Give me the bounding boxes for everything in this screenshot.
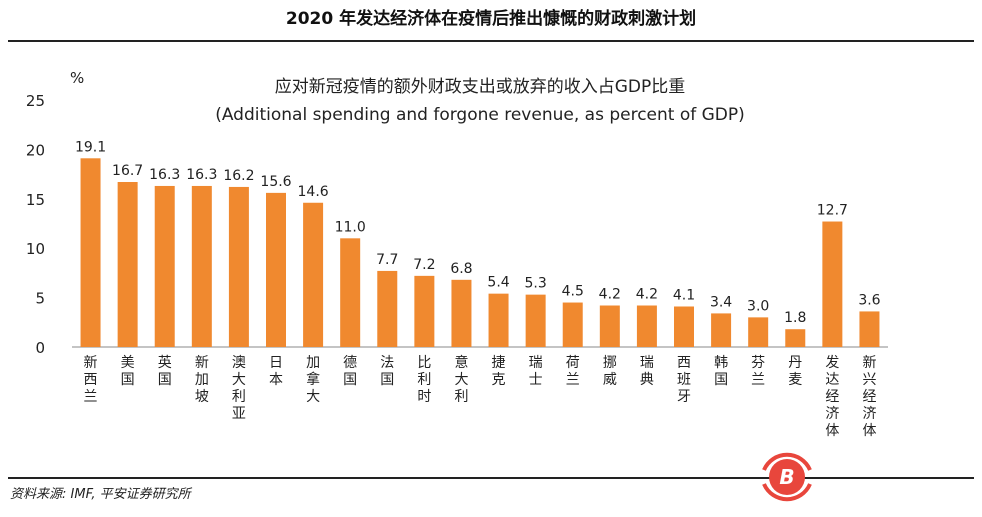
data-label: 16.7 [112, 163, 143, 179]
category-label: 加拿大 [306, 355, 320, 405]
bar [266, 192, 286, 347]
category-label: 发达经济体 [825, 355, 839, 439]
bar [748, 317, 769, 347]
y-axis-unit: % [70, 69, 84, 87]
bar [80, 158, 101, 347]
bar [154, 185, 175, 347]
category-label: 韩国 [714, 355, 728, 388]
category-label: 德国 [343, 355, 357, 388]
category-label: 丹麦 [788, 355, 802, 388]
y-tick-label: 20 [26, 141, 45, 159]
bar [822, 221, 843, 347]
y-tick-label: 10 [26, 240, 45, 258]
data-label: 4.2 [636, 287, 658, 303]
category-label: 荷兰 [566, 355, 580, 388]
y-tick-label: 25 [26, 92, 45, 110]
data-label: 5.3 [525, 276, 547, 292]
bar [117, 182, 138, 347]
category-label: 新加坡 [195, 355, 209, 405]
category-label: 新西兰 [84, 355, 98, 405]
category-label: 新兴经济体 [862, 355, 876, 439]
data-label: 4.2 [599, 287, 621, 303]
bar [340, 238, 361, 347]
category-label: 捷克 [492, 355, 506, 388]
data-label: 1.8 [784, 310, 806, 326]
data-label: 14.6 [298, 184, 329, 200]
category-label: 芬兰 [751, 355, 765, 388]
bar [711, 313, 732, 347]
bar [785, 329, 806, 347]
bar [525, 294, 546, 347]
data-label: 19.1 [75, 139, 106, 155]
data-label: 7.2 [413, 257, 435, 273]
data-label: 3.4 [710, 294, 732, 310]
bar [228, 186, 249, 347]
data-label: 15.6 [260, 174, 291, 190]
bar [377, 270, 398, 347]
data-label: 3.0 [747, 298, 769, 314]
top-divider [8, 40, 974, 42]
bottom-divider [8, 477, 974, 479]
category-label: 美国 [121, 355, 135, 388]
data-label: 12.7 [817, 203, 848, 219]
category-label: 澳大利亚 [232, 355, 246, 422]
bar [488, 293, 509, 347]
category-label: 瑞士 [529, 355, 543, 388]
data-label: 7.7 [376, 252, 398, 268]
bar [414, 275, 435, 347]
data-label: 16.3 [186, 167, 217, 183]
data-label: 16.2 [223, 168, 254, 184]
y-tick-label: 0 [35, 339, 45, 357]
category-label: 西班牙 [677, 355, 691, 405]
bar [191, 185, 212, 347]
bar [599, 305, 620, 347]
data-label: 6.8 [450, 261, 472, 277]
source-note: 资料来源: IMF, 平安证券研究所 [10, 487, 191, 502]
category-label: 日本 [269, 355, 283, 388]
data-label: 4.1 [673, 287, 695, 303]
bar [303, 202, 324, 347]
category-label: 瑞典 [640, 355, 654, 388]
bar [562, 302, 583, 347]
data-label: 4.5 [562, 284, 584, 300]
bar [636, 305, 657, 347]
data-label: 11.0 [335, 219, 366, 235]
category-label: 英国 [158, 354, 172, 388]
bar [674, 306, 694, 347]
y-tick-label: 5 [35, 290, 45, 308]
bar [859, 311, 880, 347]
chart-subtitle: (Additional spending and forgone revenue… [215, 105, 745, 125]
main-title: 2020 年发达经济体在疫情后推出慷慨的财政刺激计划 [285, 9, 697, 29]
category-label: 挪威 [603, 355, 617, 388]
chart-title: 应对新冠疫情的额外财政支出或放弃的收入占GDP比重 [275, 77, 686, 97]
bar [451, 279, 472, 347]
y-tick-label: 15 [26, 191, 45, 209]
data-label: 16.3 [149, 167, 180, 183]
category-label: 比利时 [417, 355, 431, 405]
category-label: 意大利 [454, 354, 468, 405]
data-label: 3.6 [858, 292, 880, 308]
data-label: 5.4 [487, 275, 509, 291]
category-label: 法国 [380, 355, 394, 388]
